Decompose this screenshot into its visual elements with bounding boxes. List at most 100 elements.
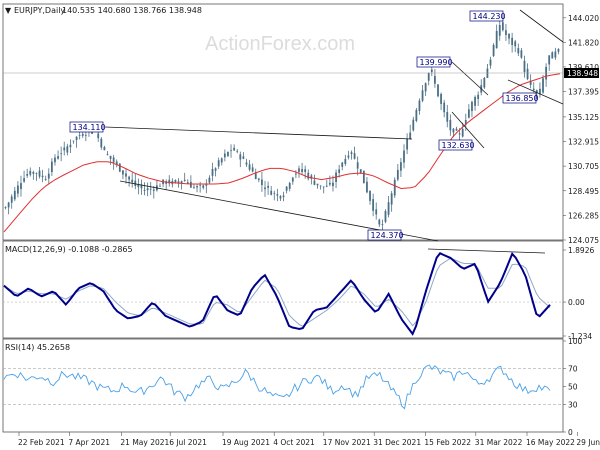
candle-body: [440, 93, 442, 104]
candle-body: [159, 185, 161, 187]
price-panel-frame: [2, 3, 564, 241]
price-annotation-label: 144.230: [473, 12, 506, 21]
candle-body: [474, 96, 476, 106]
candles: [4, 20, 560, 231]
candle-body: [174, 180, 177, 183]
candle-body: [381, 224, 384, 225]
candle-body: [359, 169, 362, 173]
watermark: ActionForex.com: [205, 33, 355, 55]
candle-body: [409, 132, 412, 139]
candle-body: [369, 190, 371, 201]
candle-body: [520, 50, 523, 58]
candle-body: [400, 162, 402, 171]
macd-line: [3, 252, 551, 336]
candle-body: [551, 52, 554, 59]
candle-body: [17, 185, 19, 194]
candle-body: [486, 68, 489, 79]
macd-signal-line: [3, 257, 551, 327]
candle-body: [495, 30, 498, 49]
candle-body: [424, 83, 427, 92]
candle-body: [328, 182, 331, 185]
candle-body: [149, 188, 152, 190]
price-tick-label: 139.610: [568, 63, 599, 72]
candle-body: [264, 187, 266, 190]
candle-body: [452, 128, 455, 133]
candle-body: [267, 185, 269, 188]
candle-body: [542, 78, 544, 93]
macd-title: MACD(12,26,9) -0.1088 -0.2865: [5, 245, 133, 254]
macd-tick-label: -1.234: [568, 332, 592, 341]
candle-body: [415, 109, 418, 121]
rsi-tick-label: 50: [568, 383, 578, 392]
trendline-channel-lower: [451, 111, 485, 149]
candle-body: [54, 157, 56, 163]
candle-body: [298, 168, 300, 173]
candle-body: [483, 77, 486, 88]
candle-body: [72, 140, 75, 142]
x-tick-label: 17 Nov 2021: [323, 438, 371, 447]
candle-body: [134, 180, 137, 186]
candle-body: [375, 209, 378, 215]
candle-body: [418, 100, 421, 111]
current-price-box: [564, 68, 599, 78]
price-tick-label: 128.495: [568, 187, 599, 196]
trendline-top-right: [519, 9, 564, 43]
candle-body: [295, 173, 297, 175]
candle-body: [205, 183, 208, 186]
candle-body: [282, 195, 285, 198]
price-annotation-box: [438, 139, 473, 151]
candle-body: [310, 175, 313, 179]
candle-body: [41, 175, 44, 178]
trendline-channel-upper: [451, 61, 489, 96]
candle-body: [60, 153, 63, 155]
x-tick-label: 16 May 2022: [526, 438, 575, 447]
candle-body: [140, 184, 143, 189]
candle-body: [81, 133, 84, 136]
rsi-panel-frame: [2, 338, 564, 433]
candle-body: [69, 144, 72, 148]
candle-body: [78, 135, 81, 136]
price-tick-label: 144.020: [568, 14, 599, 23]
candle-body: [4, 207, 7, 208]
candle-body: [535, 90, 538, 93]
candle-body: [214, 168, 217, 171]
candle-body: [319, 185, 322, 187]
candle-body: [7, 202, 10, 208]
candle-body: [146, 188, 149, 191]
candle-body: [434, 75, 436, 84]
candle-body: [239, 154, 242, 160]
header-symbol: EURJPY,Daily: [14, 6, 65, 15]
candle-body: [477, 94, 480, 99]
candle-body: [291, 177, 294, 182]
candle-body: [467, 109, 470, 118]
candle-body: [393, 179, 396, 196]
candle-body: [183, 179, 186, 181]
rsi-title: RSI(14) 45.2658: [5, 343, 70, 352]
price-axis: 144.020 141.820 139.610 137.395 135.125 132.9…: [563, 14, 599, 245]
candle-body: [539, 88, 541, 95]
candle-body: [529, 80, 532, 85]
candle-body: [177, 181, 180, 184]
candle-body: [208, 177, 211, 183]
candle-body: [152, 189, 155, 191]
price-annotation-box: [69, 121, 104, 133]
candle-body: [75, 136, 78, 140]
candle-body: [449, 120, 452, 131]
x-tick-label: 29 Jun 2022: [576, 438, 600, 447]
candle-body: [390, 193, 393, 205]
x-tick-label: 31 Mar 2022: [475, 438, 523, 447]
candle-body: [242, 156, 245, 159]
candle-body: [517, 48, 520, 54]
candle-body: [180, 181, 183, 184]
candle-body: [403, 150, 405, 163]
candle-body: [505, 30, 507, 35]
header-arrow: ▼: [5, 6, 12, 15]
candle-body: [437, 84, 439, 97]
candle-body: [91, 132, 93, 134]
candle-body: [427, 73, 430, 81]
candle-body: [301, 169, 303, 172]
candle-body: [532, 88, 535, 91]
candle-body: [137, 184, 140, 188]
price-tick-label: 135.125: [568, 113, 599, 122]
macd-panel-frame: [2, 240, 564, 339]
